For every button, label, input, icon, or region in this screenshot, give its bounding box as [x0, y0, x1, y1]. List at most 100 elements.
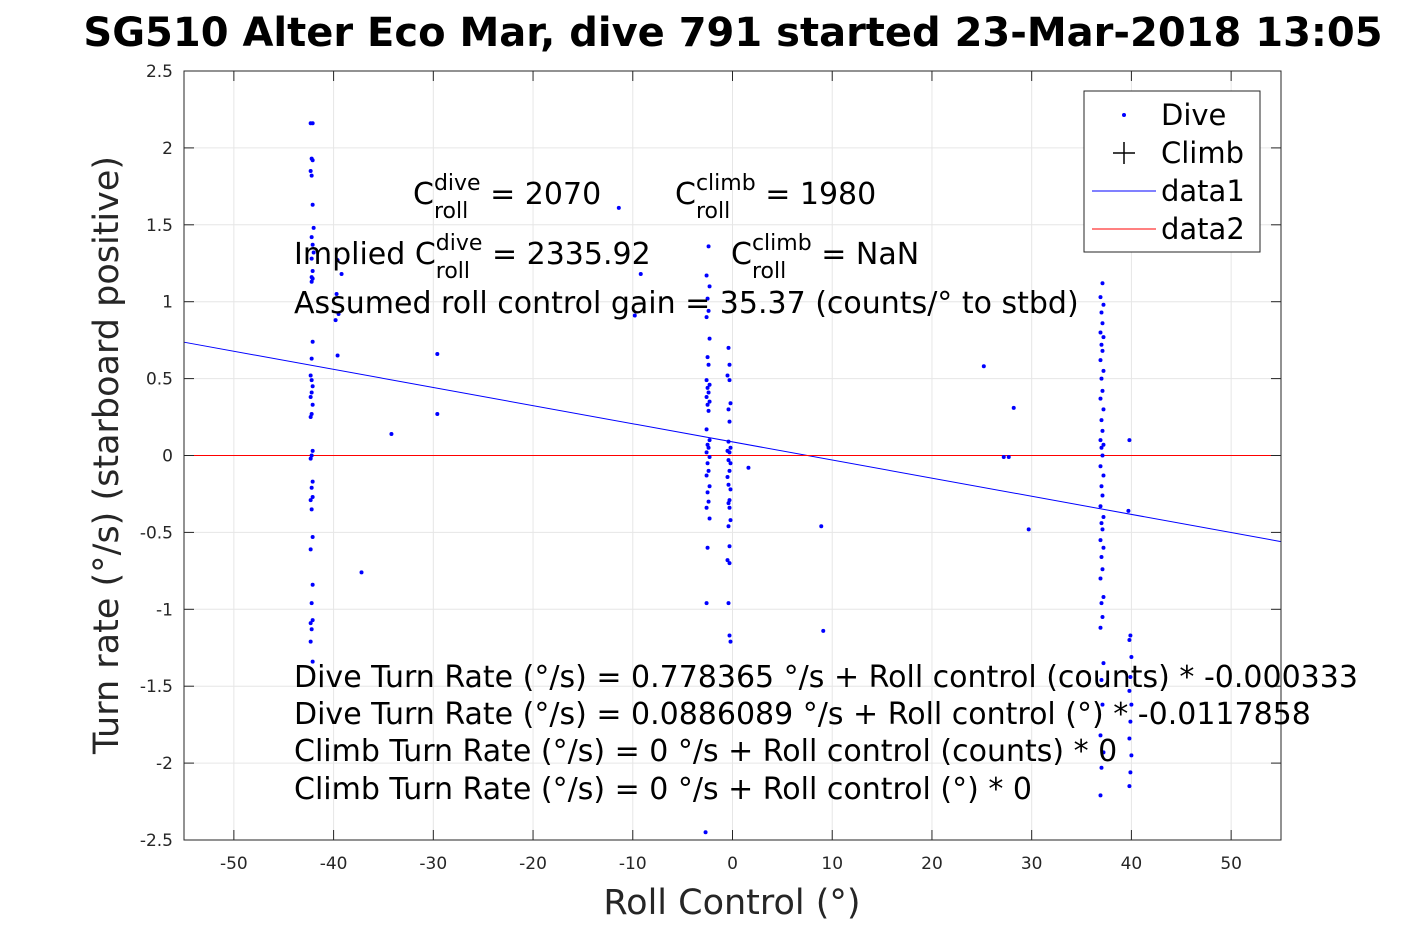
dive-point: [1100, 453, 1105, 458]
dive-point: [335, 353, 340, 358]
dive-point: [727, 544, 732, 549]
dive-point: [1127, 784, 1132, 789]
dive-point: [334, 292, 339, 297]
dive-point: [981, 364, 986, 369]
annotation-value: = 2335.92: [482, 237, 650, 272]
dive-point: [728, 639, 733, 644]
dive-point: [704, 427, 709, 432]
dive-point: [1100, 493, 1105, 498]
dive-point: [310, 202, 315, 207]
dive-point: [706, 408, 711, 413]
legend-label-data1: data1: [1161, 174, 1245, 208]
dive-point: [1101, 368, 1106, 373]
fit-lines: [183, 341, 1282, 543]
dive-point: [333, 318, 338, 323]
dive-point: [310, 242, 315, 247]
dive-point: [1100, 281, 1105, 286]
x-tick-label: 30: [1021, 854, 1043, 874]
dive-point: [1098, 438, 1103, 443]
dive-point: [728, 461, 733, 466]
dive-point: [727, 362, 732, 367]
dive-point: [705, 442, 710, 447]
dive-point: [616, 205, 621, 210]
dive-point: [1099, 555, 1104, 560]
dive-point: [310, 582, 315, 587]
dive-point: [336, 312, 341, 317]
annotation-sup: dive: [436, 231, 483, 256]
dive-point: [705, 355, 710, 360]
dive-point: [726, 439, 731, 444]
dive-point: [728, 487, 733, 492]
dive-point: [704, 601, 709, 606]
annotation-sub: roll: [436, 259, 470, 284]
dive-point: [308, 621, 313, 626]
y-tick-label: -2: [156, 754, 173, 774]
dive-point: [725, 558, 730, 563]
dive-point: [1127, 736, 1132, 741]
dive-point: [1099, 521, 1104, 526]
x-tick-label: 10: [821, 854, 843, 874]
dive-point: [1098, 538, 1103, 543]
dive-point: [309, 256, 314, 261]
x-tick-label: 50: [1220, 854, 1242, 874]
dive-point: [705, 402, 710, 407]
x-tick-label: 20: [921, 854, 943, 874]
dive-point: [1101, 335, 1106, 340]
annotation-eq2: Dive Turn Rate (°/s) = 0.0886089 °/s + R…: [294, 697, 1311, 732]
dive-point: [1099, 445, 1104, 450]
dive-point: [435, 411, 440, 416]
annotation-eq1: Dive Turn Rate (°/s) = 0.778365 °/s + Ro…: [294, 660, 1358, 695]
dive-point: [308, 456, 313, 461]
dive-point: [339, 272, 344, 277]
dive-point: [1128, 633, 1133, 638]
y-tick-label: 2: [162, 139, 173, 159]
y-tick-label: -0.5: [140, 523, 173, 543]
dive-point: [1098, 576, 1103, 581]
annotation-base: C: [675, 177, 696, 212]
dive-point: [1101, 302, 1106, 307]
dive-point: [1098, 295, 1103, 300]
dive-point: [309, 627, 314, 632]
dive-point: [1011, 405, 1016, 410]
dive-point: [725, 475, 730, 480]
dive-point: [704, 473, 709, 478]
dive-point: [707, 399, 712, 404]
x-tick-label: -40: [320, 854, 348, 874]
dive-point: [1100, 321, 1105, 326]
annotation-sup: dive: [434, 171, 481, 196]
dive-point: [309, 453, 314, 458]
dive-point: [727, 498, 732, 503]
dive-point: [308, 639, 313, 644]
dive-point: [1099, 601, 1104, 606]
dive-point: [1101, 594, 1106, 599]
dive-point: [310, 268, 315, 273]
y-tick-label: 0: [162, 447, 173, 467]
y-tick-label: 1.5: [146, 216, 173, 236]
dive-point: [727, 378, 732, 383]
dive-point: [746, 465, 751, 470]
dive-point: [1006, 455, 1011, 460]
dive-point: [704, 395, 709, 400]
dive-point: [726, 601, 731, 606]
dive-point: [1101, 407, 1106, 412]
dive-point: [1099, 342, 1104, 347]
dive-point: [1098, 733, 1103, 738]
legend: Dive Climb data1 data2: [1083, 90, 1261, 253]
dive-point: [726, 524, 731, 529]
dive-point: [707, 455, 712, 460]
annotation-sub: roll: [752, 259, 786, 284]
dive-point: [707, 382, 712, 387]
dive-point: [308, 498, 313, 503]
dive-point: [308, 373, 313, 378]
dive-point: [706, 362, 711, 367]
dive-point: [1129, 654, 1134, 659]
dive-point: [310, 402, 315, 407]
annotation-cclimb: Cclimb roll = 1980: [675, 171, 876, 224]
x-axis-label: Roll Control (°): [603, 883, 860, 923]
dive-point: [310, 339, 315, 344]
x-tick-label: 0: [727, 854, 738, 874]
dive-point: [1099, 310, 1104, 315]
dive-point: [726, 407, 731, 412]
dive-point: [1101, 515, 1106, 520]
